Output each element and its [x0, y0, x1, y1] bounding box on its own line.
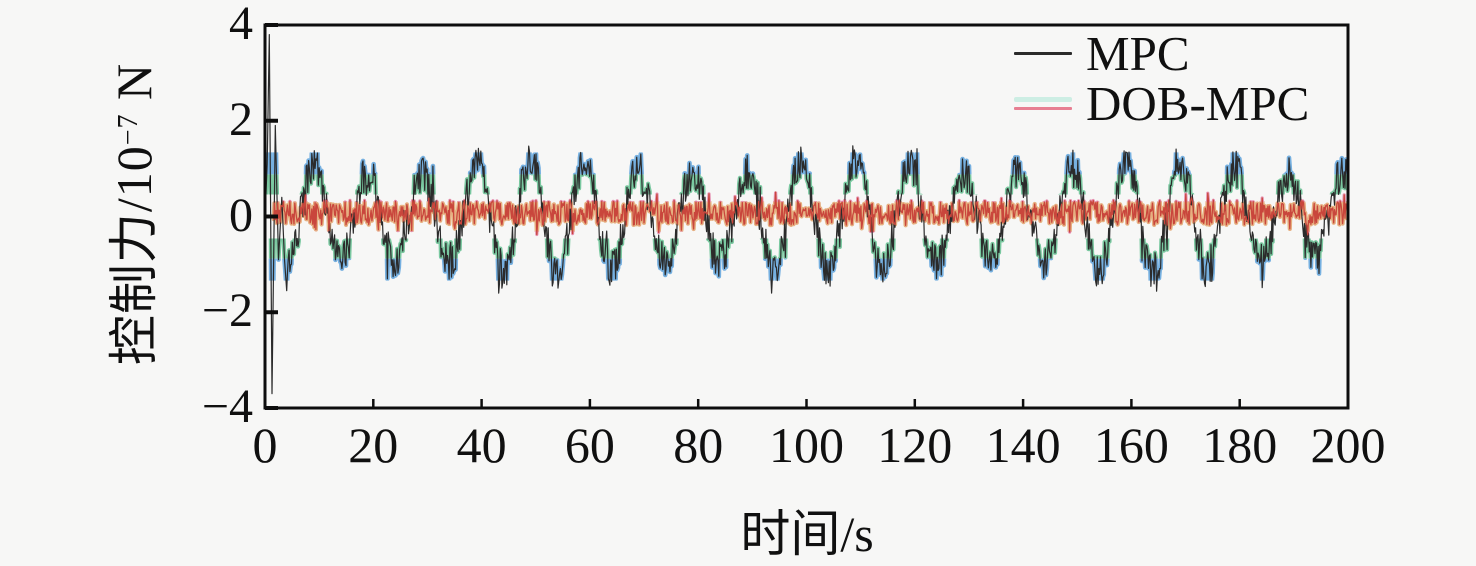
y-axis-label-suffix: N	[106, 62, 162, 114]
x-tick-label: 60	[564, 417, 615, 473]
x-tick-label: 40	[456, 417, 507, 473]
x-tick-label: 160	[1093, 417, 1169, 473]
x-tick-label: 0	[252, 417, 278, 473]
y-axis-label: 控制力/10−7 N	[94, 63, 166, 365]
x-tick-label: 180	[1202, 417, 1278, 473]
x-tick-label: 100	[769, 417, 844, 473]
dob-mpc-swatch-line	[1014, 106, 1072, 110]
y-tick-label: 0	[229, 188, 253, 242]
x-tick-label: 140	[985, 417, 1061, 473]
dob-mpc-swatch-artifact	[1014, 96, 1072, 102]
axis-ticks	[263, 23, 1350, 410]
mpc-line-swatch	[1014, 51, 1072, 55]
x-tick-label: 80	[673, 417, 724, 473]
y-tick-label: 2	[229, 92, 253, 146]
y-tick-label: 4	[229, 0, 253, 50]
y-axis-label-prefix: 控制力/10	[106, 145, 162, 366]
mpc-swatch-line	[1014, 51, 1072, 55]
x-tick-label: 120	[877, 417, 953, 473]
y-axis-label-exponent: −7	[113, 113, 144, 146]
y-tick-label: −4	[201, 380, 253, 433]
legend: MPC DOB-MPC	[1014, 28, 1309, 128]
x-tick-label: 200	[1310, 417, 1386, 473]
x-tick-label: 20	[348, 417, 399, 473]
legend-item-mpc: MPC	[1014, 28, 1309, 78]
legend-label-dob-mpc: DOB-MPC	[1086, 75, 1310, 131]
y-tick-label: −2	[201, 284, 253, 338]
legend-item-dob-mpc: DOB-MPC	[1014, 78, 1309, 128]
x-axis-label: 时间/s	[740, 506, 874, 562]
legend-label-mpc: MPC	[1086, 25, 1190, 81]
dob-mpc-line-swatch	[1014, 96, 1072, 110]
